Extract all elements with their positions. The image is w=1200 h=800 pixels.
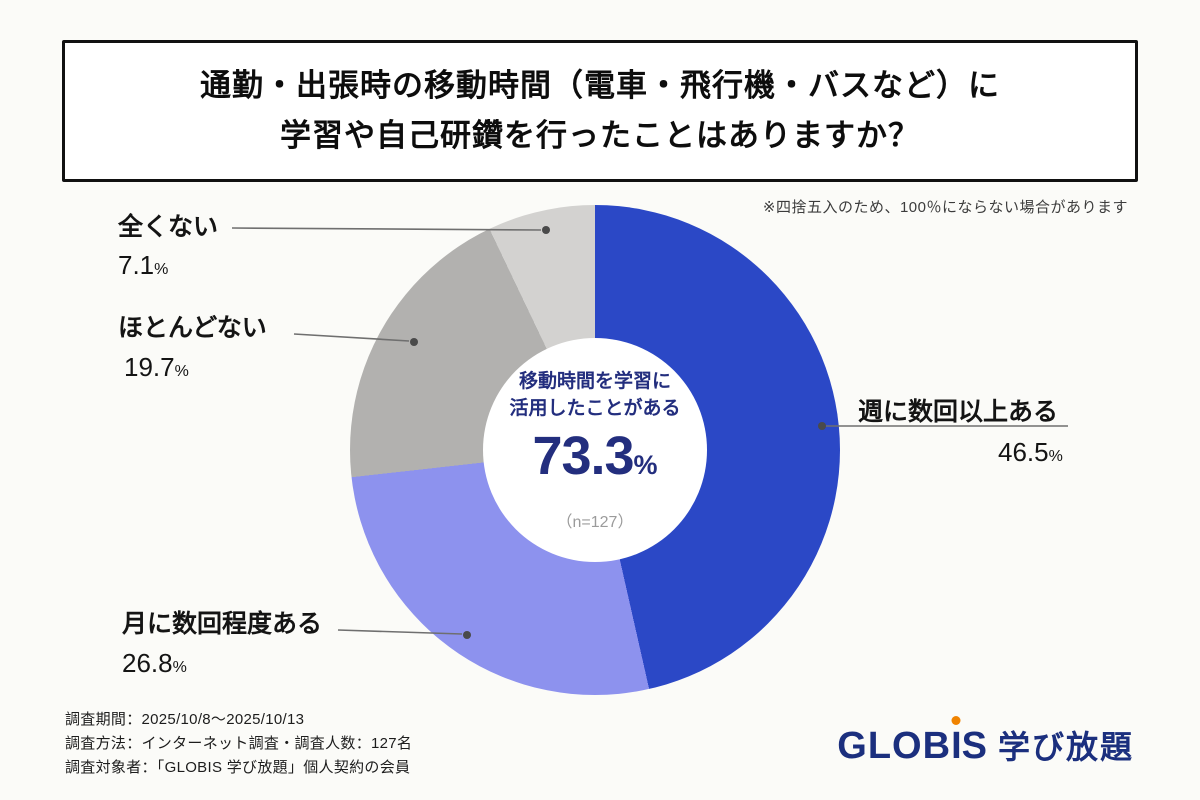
survey-info: 調査期間：2025/10/8〜2025/10/13 調査方法：インターネット調査… <box>65 708 412 780</box>
callout-label-none: 全くない <box>118 213 219 241</box>
callout-value-none: 7.1% <box>118 250 168 281</box>
globis-wordmark-pre: GLOB <box>837 725 952 767</box>
callout-value-monthly-number: 26.8 <box>122 648 173 678</box>
donut-hole <box>483 338 707 562</box>
callout-value-rarely-percent-sign: % <box>174 363 189 380</box>
callout-label-rarely: ほとんどない <box>118 314 267 342</box>
page-title-line-2: 学習や自己研鑽を行ったことはありますか？ <box>280 118 920 153</box>
sample-size: （n=127） <box>556 514 634 531</box>
survey-method: 調査方法：インターネット調査・調査人数：127名 <box>65 735 413 752</box>
callout-value-weekly-percent-sign: % <box>1048 448 1063 465</box>
callout-value-none-number: 7.1 <box>118 250 155 280</box>
globis-wordmark-i: I <box>951 716 962 768</box>
logo-orange-dot-icon <box>951 716 961 725</box>
globis-manabihodai-logo: GLOB I S 学び放題 <box>837 716 1134 768</box>
callout-value-monthly-percent-sign: % <box>172 659 187 676</box>
callout-value-weekly-number: 46.5 <box>998 437 1049 467</box>
center-total-value: 73.3 <box>532 426 634 486</box>
callout-value-weekly: 46.5% <box>998 437 1063 468</box>
rounding-note: ※四捨五入のため、100％にならない場合があります <box>762 199 1128 216</box>
donut-center-label: 移動時間を学習に 活用したことがある 73.3% （n=127） <box>350 205 840 695</box>
globis-wordmark-i-letter: I <box>951 725 962 767</box>
page-title-line-1: 通勤・出張時の移動時間（電車・飛行機・バスなど）に <box>200 68 1000 103</box>
callout-value-none-percent-sign: % <box>154 261 169 278</box>
title-box: 通勤・出張時の移動時間（電車・飛行機・バスなど）に 学習や自己研鑽を行ったことは… <box>62 40 1138 182</box>
center-caption-line-2: 活用したことがある <box>509 398 681 419</box>
callout-value-rarely: 19.7% <box>124 352 189 383</box>
center-caption-line-1: 移動時間を学習に <box>518 371 671 392</box>
service-name: 学び放題 <box>997 729 1134 765</box>
globis-wordmark: GLOB I S <box>837 716 988 768</box>
center-total: 73.3% <box>532 428 657 498</box>
survey-respondents: 調査対象者：「GLOBIS 学び放題」個人契約の会員 <box>65 759 411 776</box>
donut-chart: 移動時間を学習に 活用したことがある 73.3% （n=127） <box>350 205 840 695</box>
callout-value-rarely-number: 19.7 <box>124 352 175 382</box>
callout-label-monthly: 月に数回程度ある <box>122 610 323 638</box>
center-total-percent-sign: % <box>633 450 658 480</box>
globis-wordmark-post: S <box>961 725 988 767</box>
callout-label-weekly: 週に数回以上ある <box>858 398 1059 426</box>
survey-period: 調査期間：2025/10/8〜2025/10/13 <box>65 711 305 728</box>
callout-value-monthly: 26.8% <box>122 648 187 679</box>
